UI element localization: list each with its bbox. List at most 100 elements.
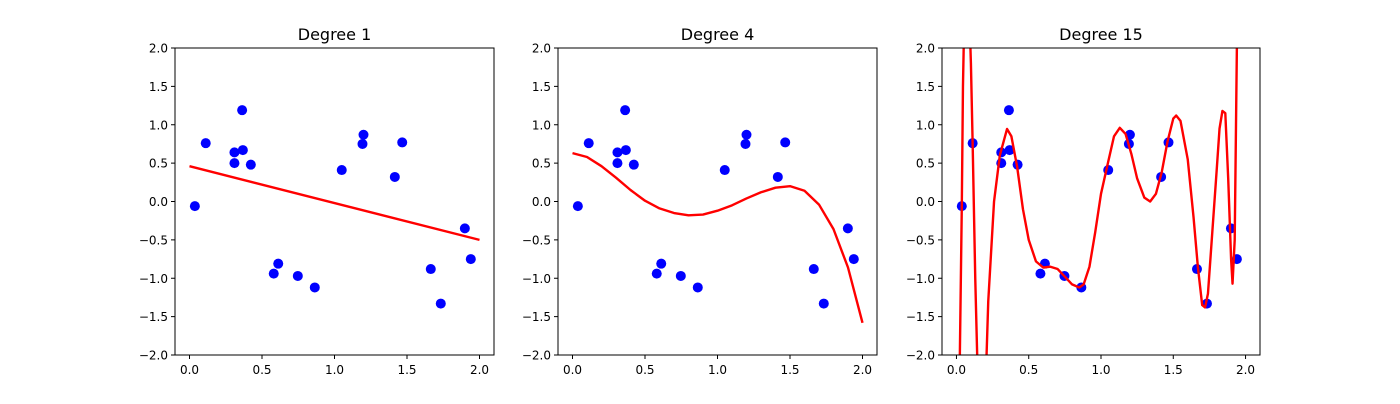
data-point xyxy=(583,138,594,149)
data-point xyxy=(237,145,248,156)
data-point xyxy=(612,147,623,158)
data-point xyxy=(612,158,623,169)
data-point xyxy=(842,223,853,234)
model-curve xyxy=(189,165,480,242)
panel-title: Degree 4 xyxy=(681,25,755,44)
data-point xyxy=(848,254,859,265)
data-point xyxy=(620,145,631,156)
x-tick-label: 0.0 xyxy=(180,363,199,377)
y-tick-label: 1.5 xyxy=(916,80,935,94)
data-point xyxy=(818,298,829,309)
data-point xyxy=(620,105,631,116)
x-tick-label: 0.5 xyxy=(1019,363,1038,377)
data-point xyxy=(772,171,783,182)
y-tick-label: 1.0 xyxy=(149,118,168,132)
x-tick-label: 1.0 xyxy=(1091,363,1110,377)
x-tick-label: 2.0 xyxy=(470,363,489,377)
data-point xyxy=(459,223,470,234)
panel-1: Degree 1 0.0 0.5 1.0 1.5 2.0 −2.0 −1.5 −1.0 −0.5 0… xyxy=(139,25,495,377)
y-tick-label: 2.0 xyxy=(149,42,168,56)
x-tick-label: 1.5 xyxy=(397,363,416,377)
model-curve xyxy=(572,151,864,324)
data-point xyxy=(651,268,662,279)
data-point xyxy=(808,264,819,275)
plot-area xyxy=(189,105,480,309)
data-point xyxy=(268,268,279,279)
y-tick-label: 1.5 xyxy=(149,80,168,94)
data-point xyxy=(435,298,446,309)
data-point xyxy=(1035,268,1046,279)
data-point xyxy=(357,138,368,149)
y-tick-label: 1.0 xyxy=(916,118,935,132)
data-point xyxy=(358,129,369,140)
x-tick-label: 2.0 xyxy=(853,363,872,377)
data-point xyxy=(237,105,248,116)
data-point xyxy=(572,201,583,212)
y-tick-label: −2.0 xyxy=(139,349,168,363)
data-point xyxy=(229,147,240,158)
data-point xyxy=(656,258,667,269)
panel-title: Degree 15 xyxy=(1059,25,1143,44)
data-point xyxy=(741,129,752,140)
x-tick-label: 0.5 xyxy=(252,363,271,377)
y-tick-label: −2.0 xyxy=(522,349,551,363)
data-point xyxy=(292,270,303,281)
data-point xyxy=(675,270,686,281)
y-tick-label: 0.5 xyxy=(916,157,935,171)
data-point xyxy=(465,254,476,265)
panel-title: Degree 1 xyxy=(298,25,372,44)
x-tick-label: 0.0 xyxy=(563,363,582,377)
x-tick-label: 1.5 xyxy=(780,363,799,377)
plot-area xyxy=(956,48,1242,355)
y-tick-label: 2.0 xyxy=(532,42,551,56)
data-point xyxy=(780,137,791,148)
y-tick-label: 1.0 xyxy=(532,118,551,132)
data-point xyxy=(397,137,408,148)
data-point xyxy=(189,201,200,212)
y-tick-label: −1.5 xyxy=(522,310,551,324)
y-tick-label: 2.0 xyxy=(916,42,935,56)
axes-frame xyxy=(174,47,495,356)
y-tick-label: −0.5 xyxy=(522,233,551,247)
y-tick-label: −0.5 xyxy=(906,233,935,247)
x-tick-label: 1.0 xyxy=(325,363,344,377)
data-point xyxy=(692,282,703,293)
x-tick-label: 1.0 xyxy=(708,363,727,377)
x-tick-label: 0.0 xyxy=(947,363,966,377)
y-tick-label: −1.0 xyxy=(139,272,168,286)
data-point xyxy=(273,258,284,269)
data-point xyxy=(200,138,211,149)
data-point xyxy=(245,159,256,170)
y-tick-label: −1.5 xyxy=(906,310,935,324)
panel-2: Degree 4 0.0 0.5 1.0 1.5 2.0 −2.0 −1.5 −1.0 −0.5 0… xyxy=(522,25,878,377)
data-point xyxy=(309,282,320,293)
model-curve xyxy=(958,48,1239,355)
data-point xyxy=(1003,105,1014,116)
panel-3: Degree 15 0.0 0.5 1.0 1.5 2.0 −2.0 −1.5 −1.0 −0.5… xyxy=(906,25,1261,377)
data-point xyxy=(719,165,730,176)
data-point xyxy=(229,158,240,169)
y-tick-label: −1.5 xyxy=(139,310,168,324)
y-tick-label: 1.5 xyxy=(532,80,551,94)
y-tick-label: −0.5 xyxy=(139,233,168,247)
axes-frame xyxy=(557,47,878,356)
y-tick-label: 0.0 xyxy=(532,195,551,209)
x-tick-label: 0.5 xyxy=(635,363,654,377)
data-point xyxy=(628,159,639,170)
x-tick-label: 1.5 xyxy=(1164,363,1183,377)
data-point xyxy=(425,264,436,275)
plot-area xyxy=(572,105,864,324)
y-tick-label: 0.0 xyxy=(916,195,935,209)
y-tick-label: −1.0 xyxy=(906,272,935,286)
y-tick-label: −2.0 xyxy=(906,349,935,363)
data-point xyxy=(336,165,347,176)
data-point xyxy=(389,171,400,182)
y-tick-label: 0.0 xyxy=(149,195,168,209)
y-tick-label: −1.0 xyxy=(522,272,551,286)
y-tick-label: 0.5 xyxy=(532,157,551,171)
data-point xyxy=(1004,145,1015,156)
data-point xyxy=(740,138,751,149)
y-tick-label: 0.5 xyxy=(149,157,168,171)
